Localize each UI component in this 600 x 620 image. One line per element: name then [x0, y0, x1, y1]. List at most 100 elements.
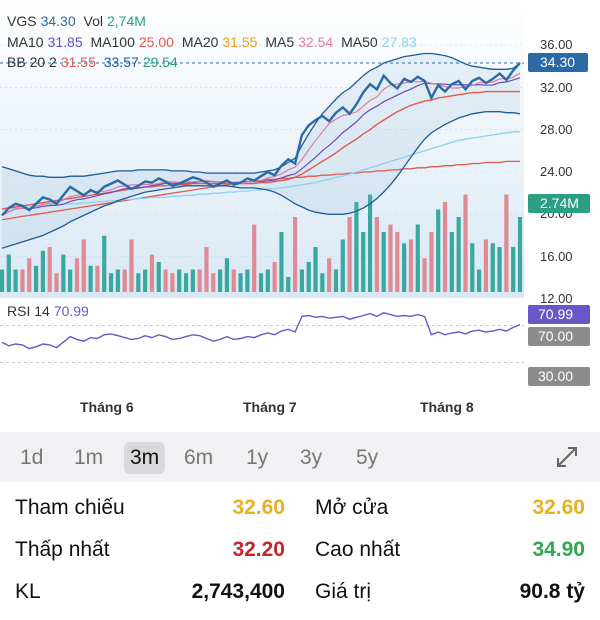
volume-bar	[354, 202, 359, 292]
reference-value: 32.60	[232, 496, 285, 519]
ma20-value: 31.55	[222, 34, 258, 50]
bb-upper-line	[1, 52, 521, 178]
volume-label: KL	[15, 580, 41, 603]
ma50-label: MA50	[341, 34, 378, 50]
volume-bar	[13, 269, 18, 292]
rsi-70-tag	[528, 327, 590, 346]
price-tick: 28.00	[540, 122, 573, 137]
expand-icon[interactable]	[554, 444, 580, 470]
bb-label: BB 20 2	[7, 54, 57, 70]
volume-tag-text: 2.74M	[540, 195, 579, 211]
open-label: Mở cửa	[315, 496, 389, 519]
volume-bar	[347, 217, 352, 292]
volume-bar	[395, 232, 400, 292]
timeframe-bar: 1d 1m 3m 6m 1y 3y 5y	[0, 432, 600, 482]
volume-bar	[449, 232, 454, 292]
rsi-legend: RSI 14 70.99	[7, 303, 93, 319]
current-price-tag	[528, 53, 588, 72]
volume-bar	[0, 269, 5, 292]
ma100-label: MA100	[90, 34, 135, 50]
volume-bar	[163, 269, 168, 292]
timeframe-6m[interactable]: 6m	[184, 446, 214, 469]
rsi-30-tag	[528, 367, 590, 386]
timeframe-1d[interactable]: 1d	[20, 446, 44, 469]
volume-bar	[88, 265, 93, 292]
volume-bar	[442, 202, 448, 292]
price-line	[1, 62, 521, 217]
stats-row: Thấp nhất 32.20 Cao nhất 34.90	[0, 538, 600, 578]
volume-bar	[367, 194, 373, 292]
volume-bar	[54, 273, 59, 292]
month-label: Tháng 6	[80, 399, 134, 415]
volume-bar	[374, 217, 379, 292]
volume-bar	[218, 269, 223, 292]
volume-value: 2,743,400	[191, 580, 285, 603]
price-tick: 36.00	[540, 37, 573, 52]
volume-bar	[149, 254, 155, 292]
volume-bar	[361, 232, 366, 292]
volume-bar	[224, 258, 230, 292]
volume-bar	[27, 258, 32, 292]
timeframe-5y[interactable]: 5y	[356, 446, 379, 469]
legend-row-2: MA10 31.85 MA100 25.00 MA20 31.55 MA5 32.54 …	[7, 34, 421, 50]
volume-bar	[511, 247, 516, 292]
volume-bar	[470, 243, 475, 292]
volume-bar	[299, 269, 304, 292]
price-chart[interactable]: 36.00 32.00 28.00 24.00 20.00 16.00 12.0…	[0, 0, 600, 430]
volume-bar	[81, 239, 86, 292]
bollinger-band-fill	[2, 53, 520, 249]
ma20-label: MA20	[181, 34, 219, 50]
timeframe-3m[interactable]: 3m	[124, 442, 166, 474]
month-label: Tháng 7	[243, 399, 297, 415]
volume-bar	[115, 269, 120, 292]
bb-lower-value: 29.54	[142, 54, 178, 70]
rsi-30-tag-text: 30.00	[538, 368, 573, 384]
volume-bar	[129, 239, 134, 292]
volume-bar	[204, 247, 209, 292]
volume-bar	[136, 273, 141, 292]
volume-bar	[170, 273, 175, 292]
volume-bar	[122, 269, 127, 292]
rsi-panel	[0, 311, 524, 363]
rsi-value-tag-text: 70.99	[538, 306, 573, 322]
rsi-70-tag-text: 70.00	[538, 328, 573, 344]
volume-bar	[95, 265, 100, 292]
price-tick: 24.00	[540, 164, 573, 179]
volume-bar	[183, 273, 189, 292]
volume-bar	[177, 269, 182, 292]
high-label: Cao nhất	[315, 538, 401, 561]
ma5-value: 32.54	[298, 34, 334, 50]
ma10-value: 31.85	[47, 34, 83, 50]
volume-bar	[313, 247, 318, 292]
volume-bar	[408, 239, 414, 292]
volume-bar	[429, 232, 434, 292]
rsi-line	[1, 311, 521, 350]
volume-bar	[490, 243, 495, 292]
price-tick: 16.00	[540, 249, 573, 264]
volume-bar	[238, 273, 243, 292]
volume-bar	[306, 262, 311, 292]
volume-bar	[463, 194, 468, 292]
ma50-value: 27.83	[381, 34, 417, 50]
stats-row: KL 2,743,400 Giá trị 90.8 tỷ	[0, 580, 600, 620]
volume-bar	[327, 258, 332, 292]
volume-bar	[340, 239, 345, 292]
value-value: 90.8 tỷ	[519, 580, 585, 603]
volume-bar	[415, 224, 420, 292]
volume-tag	[528, 194, 590, 213]
timeframe-3y[interactable]: 3y	[300, 446, 323, 469]
legend-row-1: VGS 34.30 Vol 2,74M	[7, 13, 150, 29]
volume-bar	[245, 269, 250, 292]
volume-bar	[265, 269, 270, 292]
volume-bar	[68, 269, 73, 292]
month-label: Tháng 8	[420, 399, 474, 415]
timeframe-1y[interactable]: 1y	[246, 446, 269, 469]
volume-bar	[6, 254, 11, 292]
ma20-line	[1, 90, 520, 210]
volume-bars	[0, 194, 523, 292]
volume-bar	[190, 269, 195, 292]
price-tick: 32.00	[540, 80, 573, 95]
timeframe-1m[interactable]: 1m	[74, 446, 104, 469]
symbol: VGS	[7, 13, 37, 29]
bb-lower-line	[1, 111, 521, 249]
